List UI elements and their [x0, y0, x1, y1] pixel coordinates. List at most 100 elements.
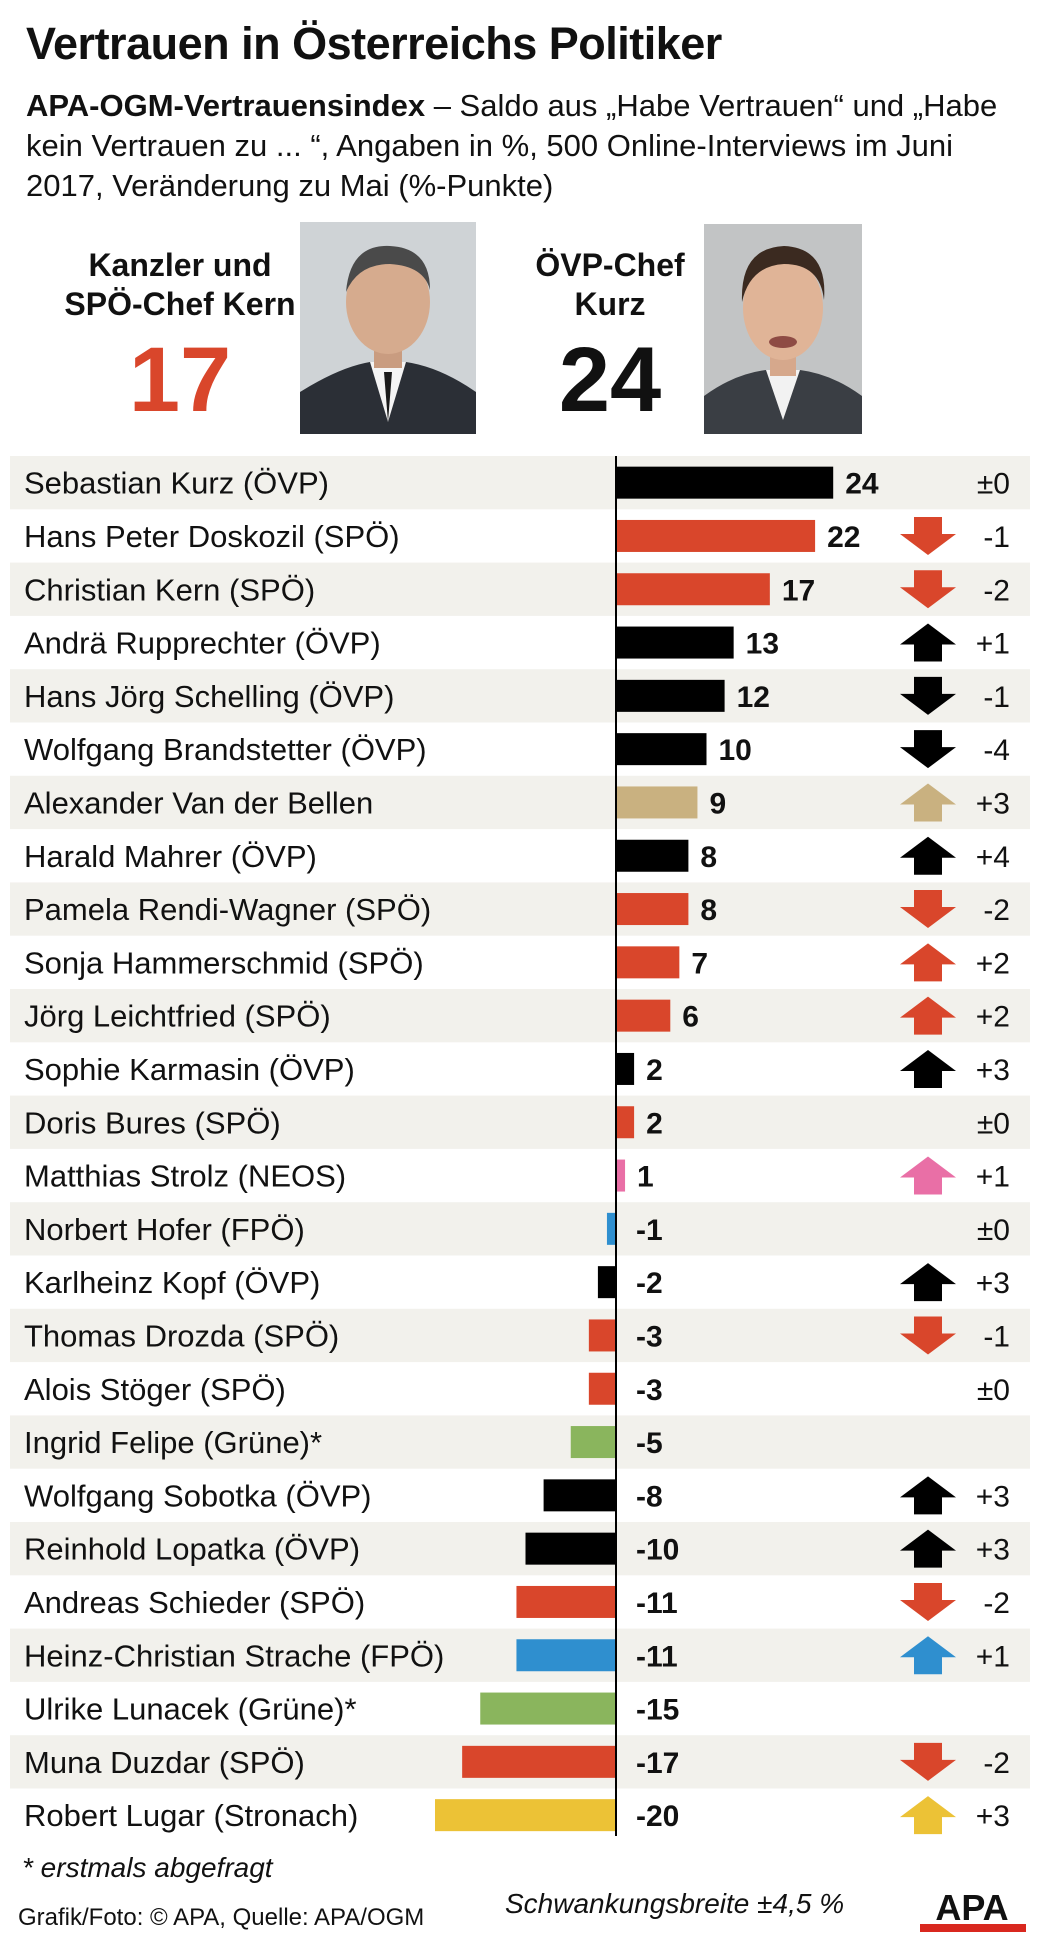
arrow-up-icon [900, 1263, 956, 1302]
value-label: -20 [636, 1800, 679, 1833]
value-label: 1 [637, 1161, 654, 1194]
value-bar [588, 1319, 616, 1352]
value-label: 13 [746, 628, 779, 661]
value-bar [462, 1745, 616, 1778]
value-bar [606, 1212, 616, 1245]
value-bar [480, 1692, 616, 1725]
row-band [10, 882, 1030, 936]
value-label: -10 [636, 1534, 679, 1567]
row-band [10, 669, 1030, 723]
change-label: +2 [976, 947, 1010, 980]
value-bar [616, 1159, 626, 1192]
highlight-kern-value: 17 [128, 329, 232, 431]
change-label: ±0 [977, 468, 1010, 501]
change-label: +1 [976, 1161, 1010, 1194]
change-label: -2 [983, 1587, 1010, 1620]
politician-name: Reinhold Lopatka (ÖVP) [24, 1532, 360, 1567]
politician-name: Harald Mahrer (ÖVP) [24, 839, 317, 874]
politician-name: Doris Bures (SPÖ) [24, 1105, 281, 1140]
portrait-kern-photo [300, 222, 476, 434]
change-label: +3 [976, 787, 1010, 820]
value-bar [616, 573, 770, 606]
value-label: 9 [709, 787, 726, 820]
portrait-kern-icon [300, 222, 476, 434]
value-bar [616, 1052, 635, 1085]
margin-of-error: Schwankungsbreite ±4,5 % [505, 1888, 845, 1919]
politician-name: Jörg Leichtfried (SPÖ) [24, 999, 331, 1034]
value-label: 2 [646, 1054, 663, 1087]
arrow-down-icon [900, 516, 956, 555]
value-label: -17 [636, 1747, 679, 1780]
row-band [10, 1308, 1030, 1363]
value-label: -11 [636, 1640, 678, 1673]
change-label: -2 [983, 1747, 1010, 1780]
page-title: Vertrauen in Österreichs Politiker [26, 18, 722, 69]
value-bar [516, 1585, 616, 1618]
arrow-down-icon [900, 1582, 956, 1621]
value-label: 6 [682, 1001, 699, 1034]
change-label: -1 [983, 521, 1010, 554]
highlight-kurz-value: 24 [558, 329, 662, 431]
value-bar [616, 679, 725, 712]
value-label: 10 [719, 734, 752, 767]
arrow-up-icon [900, 1796, 956, 1835]
arrow-up-icon [900, 1156, 956, 1195]
change-label: -1 [983, 1320, 1010, 1353]
value-label: 2 [646, 1107, 663, 1140]
value-label: 22 [827, 521, 860, 554]
change-label: +3 [976, 1480, 1010, 1513]
apa-logo-icon: APA [920, 1887, 1026, 1932]
politician-name: Thomas Drozda (SPÖ) [24, 1318, 339, 1353]
value-label: -1 [636, 1214, 663, 1247]
value-bar [543, 1479, 616, 1512]
change-label: -1 [983, 681, 1010, 714]
politician-name: Wolfgang Brandstetter (ÖVP) [24, 732, 427, 767]
politician-name: Christian Kern (SPÖ) [24, 572, 315, 607]
row-band [10, 562, 1030, 616]
change-label: +2 [976, 1001, 1010, 1034]
highlight-kern-label-line2: SPÖ-Chef Kern [64, 286, 296, 322]
arrow-up-icon [900, 943, 956, 982]
value-label: -15 [636, 1694, 679, 1727]
value-bar [616, 466, 834, 499]
arrow-down-icon [900, 1742, 956, 1781]
value-bar [616, 999, 671, 1032]
value-bar [516, 1639, 616, 1672]
value-label: -11 [636, 1587, 678, 1620]
change-label: +3 [976, 1054, 1010, 1087]
arrow-down-icon [900, 730, 956, 769]
arrow-up-icon [900, 623, 956, 662]
row-band [10, 989, 1030, 1043]
change-label: +1 [976, 628, 1010, 661]
value-label: 8 [700, 841, 717, 874]
politician-name: Sonja Hammerschmid (SPÖ) [24, 945, 424, 980]
politician-name: Muna Duzdar (SPÖ) [24, 1745, 305, 1780]
change-label: ±0 [977, 1107, 1010, 1140]
arrow-up-icon [900, 836, 956, 875]
portrait-kurz-photo [704, 224, 862, 434]
politician-name: Ulrike Lunacek (Grüne)* [24, 1692, 357, 1727]
politician-name: Norbert Hofer (FPÖ) [24, 1212, 305, 1247]
value-bar [616, 946, 680, 979]
change-label: ±0 [977, 1214, 1010, 1247]
change-label: -2 [983, 574, 1010, 607]
politician-name: Heinz-Christian Strache (FPÖ) [24, 1638, 444, 1673]
politician-name: Pamela Rendi-Wagner (SPÖ) [24, 892, 431, 927]
value-bar [435, 1799, 616, 1832]
arrow-up-icon [900, 1529, 956, 1568]
change-label: +3 [976, 1534, 1010, 1567]
change-label: +3 [976, 1800, 1010, 1833]
value-bar [525, 1532, 616, 1565]
change-label: ±0 [977, 1374, 1010, 1407]
politician-name: Wolfgang Sobotka (ÖVP) [24, 1478, 372, 1513]
value-label: -3 [636, 1374, 663, 1407]
arrow-down-icon [900, 1316, 956, 1355]
politician-name: Sebastian Kurz (ÖVP) [24, 466, 329, 501]
politician-name: Alois Stöger (SPÖ) [24, 1372, 286, 1407]
politician-name: Karlheinz Kopf (ÖVP) [24, 1265, 320, 1300]
arrow-down-icon [900, 890, 956, 929]
value-label: -5 [636, 1427, 663, 1460]
change-label: +3 [976, 1267, 1010, 1300]
highlight-kern-label: Kanzler und SPÖ-Chef Kern [40, 246, 320, 324]
highlight-kurz-label-line1: ÖVP-Chef [535, 247, 685, 283]
